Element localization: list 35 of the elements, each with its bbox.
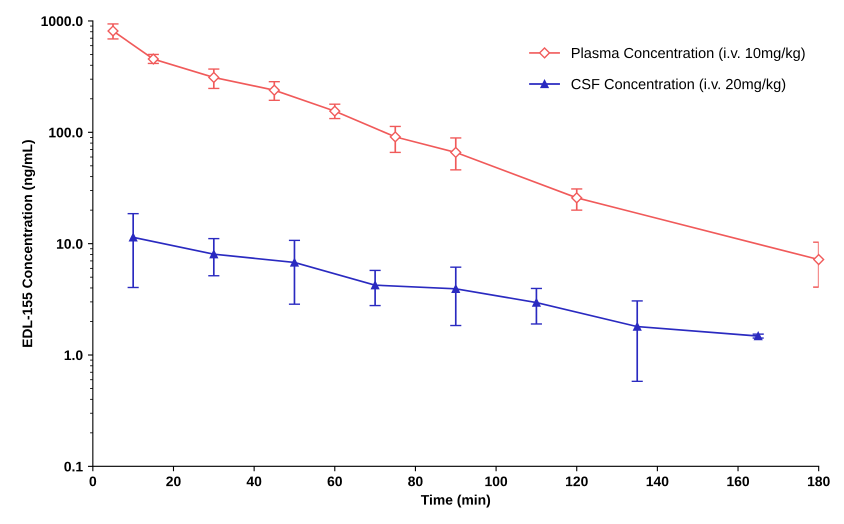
point: [532, 298, 541, 307]
point: [370, 280, 380, 290]
point: [268, 84, 280, 96]
x-tick-label: 100: [485, 476, 508, 486]
y-axis-title: EDL-155 Concentration (ng/mL): [22, 140, 36, 347]
legend-label: Plasma Concentration (i.v. 10mg/kg): [572, 47, 805, 62]
x-tick-label: 160: [727, 476, 750, 486]
y-tick-label: 100.0: [49, 128, 83, 138]
point: [329, 106, 340, 117]
point: [754, 332, 762, 340]
point: [571, 192, 582, 204]
x-tick-label: 80: [408, 476, 423, 486]
point: [208, 72, 220, 84]
x-tick-label: 120: [566, 476, 588, 486]
point: [390, 131, 401, 142]
y-tick-label: 1.0: [64, 350, 83, 360]
x-tick-label: 60: [328, 476, 342, 486]
point: [813, 254, 824, 266]
point: [452, 284, 460, 293]
point: [290, 258, 299, 267]
point: [210, 250, 218, 258]
x-tick-label: 0: [90, 476, 96, 486]
x-tick-label: 140: [646, 476, 668, 486]
x-tick-label: 20: [166, 476, 181, 486]
point: [128, 233, 138, 242]
x-tick-label: 40: [246, 476, 262, 486]
y-tick-label: 0.1: [64, 462, 83, 472]
point: [633, 322, 642, 331]
legend-label: CSF Concentration (i.v. 20mg/kg): [572, 78, 786, 92]
point: [450, 146, 462, 158]
y-tick-label: 1000.0: [42, 16, 83, 26]
y-tick-label: 10.0: [56, 238, 83, 249]
point: [107, 25, 119, 37]
x-tick-label: 180: [808, 476, 830, 486]
x-axis-title: Time (min): [420, 494, 490, 508]
